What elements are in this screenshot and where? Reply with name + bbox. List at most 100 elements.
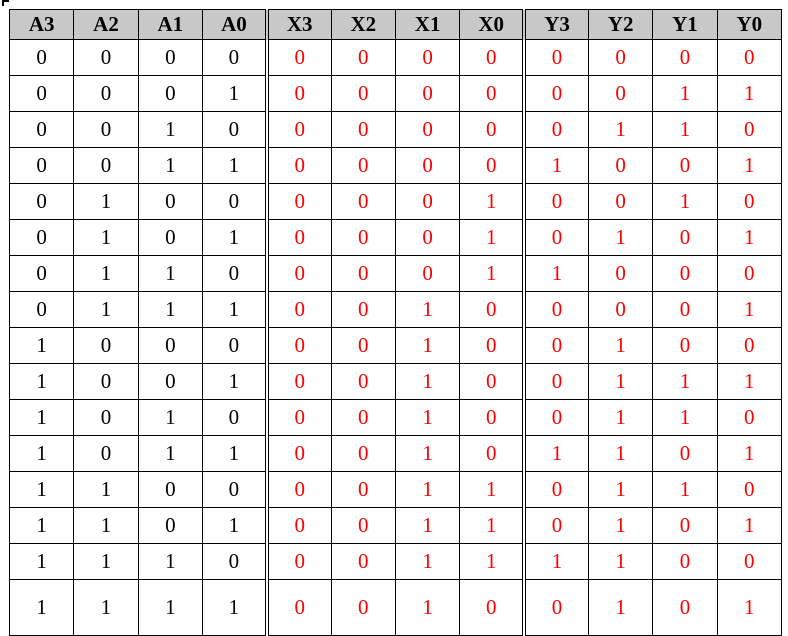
cell-a1: 1 — [137, 579, 203, 636]
cell-a1: 0 — [137, 183, 203, 220]
header-x1: X1 — [394, 9, 461, 40]
cell-a3: 0 — [8, 183, 75, 220]
cell-y1: 1 — [652, 183, 718, 220]
cell-a0: 0 — [201, 255, 268, 292]
cell-a1: 0 — [137, 327, 203, 364]
cell-x3: 0 — [264, 543, 332, 580]
cell-y0: 0 — [716, 543, 783, 580]
cell-x0: 0 — [459, 435, 525, 472]
cell-a3: 1 — [8, 435, 75, 472]
cell-x1: 1 — [394, 399, 461, 436]
cell-x0: 1 — [459, 219, 525, 256]
cell-y0: 0 — [716, 39, 783, 76]
cell-x0: 0 — [459, 363, 525, 400]
cell-y3: 1 — [522, 255, 589, 292]
cell-x3: 0 — [264, 435, 332, 472]
cell-y2: 1 — [587, 435, 654, 472]
cell-x1: 1 — [394, 543, 461, 580]
header-y3: Y3 — [522, 9, 589, 40]
cell-y2: 1 — [587, 579, 654, 636]
cell-y1: 0 — [652, 147, 718, 184]
cell-y2: 1 — [587, 327, 654, 364]
cell-y0: 1 — [716, 507, 783, 544]
cell-x1: 0 — [394, 39, 461, 76]
cell-a0: 1 — [201, 507, 268, 544]
cell-a3: 0 — [8, 255, 75, 292]
cell-a0: 0 — [201, 471, 268, 508]
cell-a3: 0 — [8, 291, 75, 328]
cell-a1: 1 — [137, 255, 203, 292]
cell-a0: 1 — [201, 363, 268, 400]
cell-y0: 1 — [716, 147, 783, 184]
cell-y3: 0 — [522, 75, 589, 112]
header-row: A3 A2 A1 A0 X3 X2 X1 X0 Y3 Y2 Y1 Y0 — [8, 9, 783, 40]
cell-x0: 1 — [459, 507, 525, 544]
header-a3: A3 — [8, 9, 75, 40]
cell-a0: 0 — [201, 39, 268, 76]
cell-y2: 1 — [587, 363, 654, 400]
cell-y0: 1 — [716, 219, 783, 256]
cell-a2: 0 — [73, 363, 139, 400]
cell-x3: 0 — [264, 183, 332, 220]
cell-y2: 1 — [587, 471, 654, 508]
cell-x0: 1 — [459, 471, 525, 508]
cell-y1: 1 — [652, 363, 718, 400]
cell-y2: 1 — [587, 543, 654, 580]
cell-a2: 0 — [73, 327, 139, 364]
cell-x1: 1 — [394, 363, 461, 400]
cell-x1: 1 — [394, 327, 461, 364]
header-x2: X2 — [330, 9, 396, 40]
cell-a0: 0 — [201, 183, 268, 220]
cell-x3: 0 — [264, 363, 332, 400]
header-a2: A2 — [73, 9, 139, 40]
cell-y2: 0 — [587, 255, 654, 292]
cell-a1: 1 — [137, 291, 203, 328]
cell-a1: 1 — [137, 543, 203, 580]
cell-y0: 0 — [716, 327, 783, 364]
cell-a3: 1 — [8, 327, 75, 364]
cell-y0: 0 — [716, 471, 783, 508]
cell-x0: 0 — [459, 327, 525, 364]
cell-x3: 0 — [264, 471, 332, 508]
cell-a1: 0 — [137, 219, 203, 256]
cell-y2: 0 — [587, 291, 654, 328]
cell-a0: 0 — [201, 399, 268, 436]
cell-x0: 1 — [459, 543, 525, 580]
cell-y0: 0 — [716, 255, 783, 292]
cell-a3: 0 — [8, 75, 75, 112]
cell-x0: 0 — [459, 75, 525, 112]
cell-a2: 0 — [73, 111, 139, 148]
cell-y2: 0 — [587, 75, 654, 112]
cell-y0: 0 — [716, 399, 783, 436]
cell-x0: 0 — [459, 291, 525, 328]
cell-y0: 1 — [716, 435, 783, 472]
cell-x1: 1 — [394, 579, 461, 636]
cell-x3: 0 — [264, 327, 332, 364]
cell-y3: 0 — [522, 327, 589, 364]
cell-x3: 0 — [264, 219, 332, 256]
cell-x3: 0 — [264, 255, 332, 292]
cell-a3: 0 — [8, 219, 75, 256]
cell-x0: 1 — [459, 255, 525, 292]
cell-x2: 0 — [330, 75, 396, 112]
cell-y1: 1 — [652, 399, 718, 436]
cell-a1: 0 — [137, 507, 203, 544]
cell-y2: 1 — [587, 111, 654, 148]
header-a0: A0 — [201, 9, 268, 40]
cell-a3: 0 — [8, 39, 75, 76]
cell-x3: 0 — [264, 579, 332, 636]
cell-y3: 1 — [522, 147, 589, 184]
cell-y0: 0 — [716, 183, 783, 220]
cell-x1: 1 — [394, 471, 461, 508]
cell-a1: 1 — [137, 147, 203, 184]
cell-x2: 0 — [330, 327, 396, 364]
